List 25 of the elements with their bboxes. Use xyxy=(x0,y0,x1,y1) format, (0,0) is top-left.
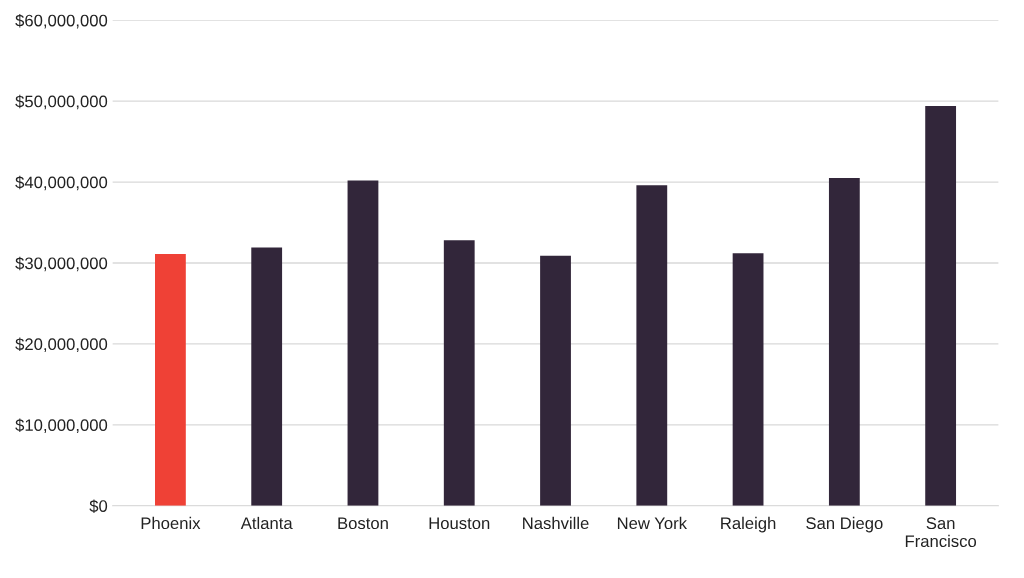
x-tick-label: New York xyxy=(617,516,688,530)
bar xyxy=(443,240,475,506)
bar xyxy=(155,254,186,506)
x-tick-label: San Francisco xyxy=(905,517,977,548)
bar xyxy=(828,178,860,506)
bar xyxy=(732,253,764,506)
y-tick-label: $30,000,000 xyxy=(15,256,108,272)
x-tick-label: Atlanta xyxy=(240,516,293,530)
bar xyxy=(347,180,379,506)
y-tick-label: $60,000,000 xyxy=(15,13,108,29)
x-tick-label: Boston xyxy=(338,517,388,530)
bar xyxy=(925,106,957,506)
y-tick-label: $10,000,000 xyxy=(15,418,108,433)
x-tick-label: Nashville xyxy=(523,516,589,530)
y-tick-label: $20,000,000 xyxy=(15,337,108,353)
x-tick-label: San Diego xyxy=(806,516,883,533)
y-tick-label: $40,000,000 xyxy=(15,175,108,191)
x-tick-label: Raleigh xyxy=(721,516,776,533)
bar xyxy=(540,255,571,506)
bar xyxy=(251,247,283,506)
x-tick-label: Phoenix xyxy=(141,516,201,530)
bar xyxy=(636,185,668,506)
y-tick-label: $50,000,000 xyxy=(15,94,108,110)
x-tick-label: Houston xyxy=(429,517,490,530)
y-tick-label: $0 xyxy=(89,499,108,513)
